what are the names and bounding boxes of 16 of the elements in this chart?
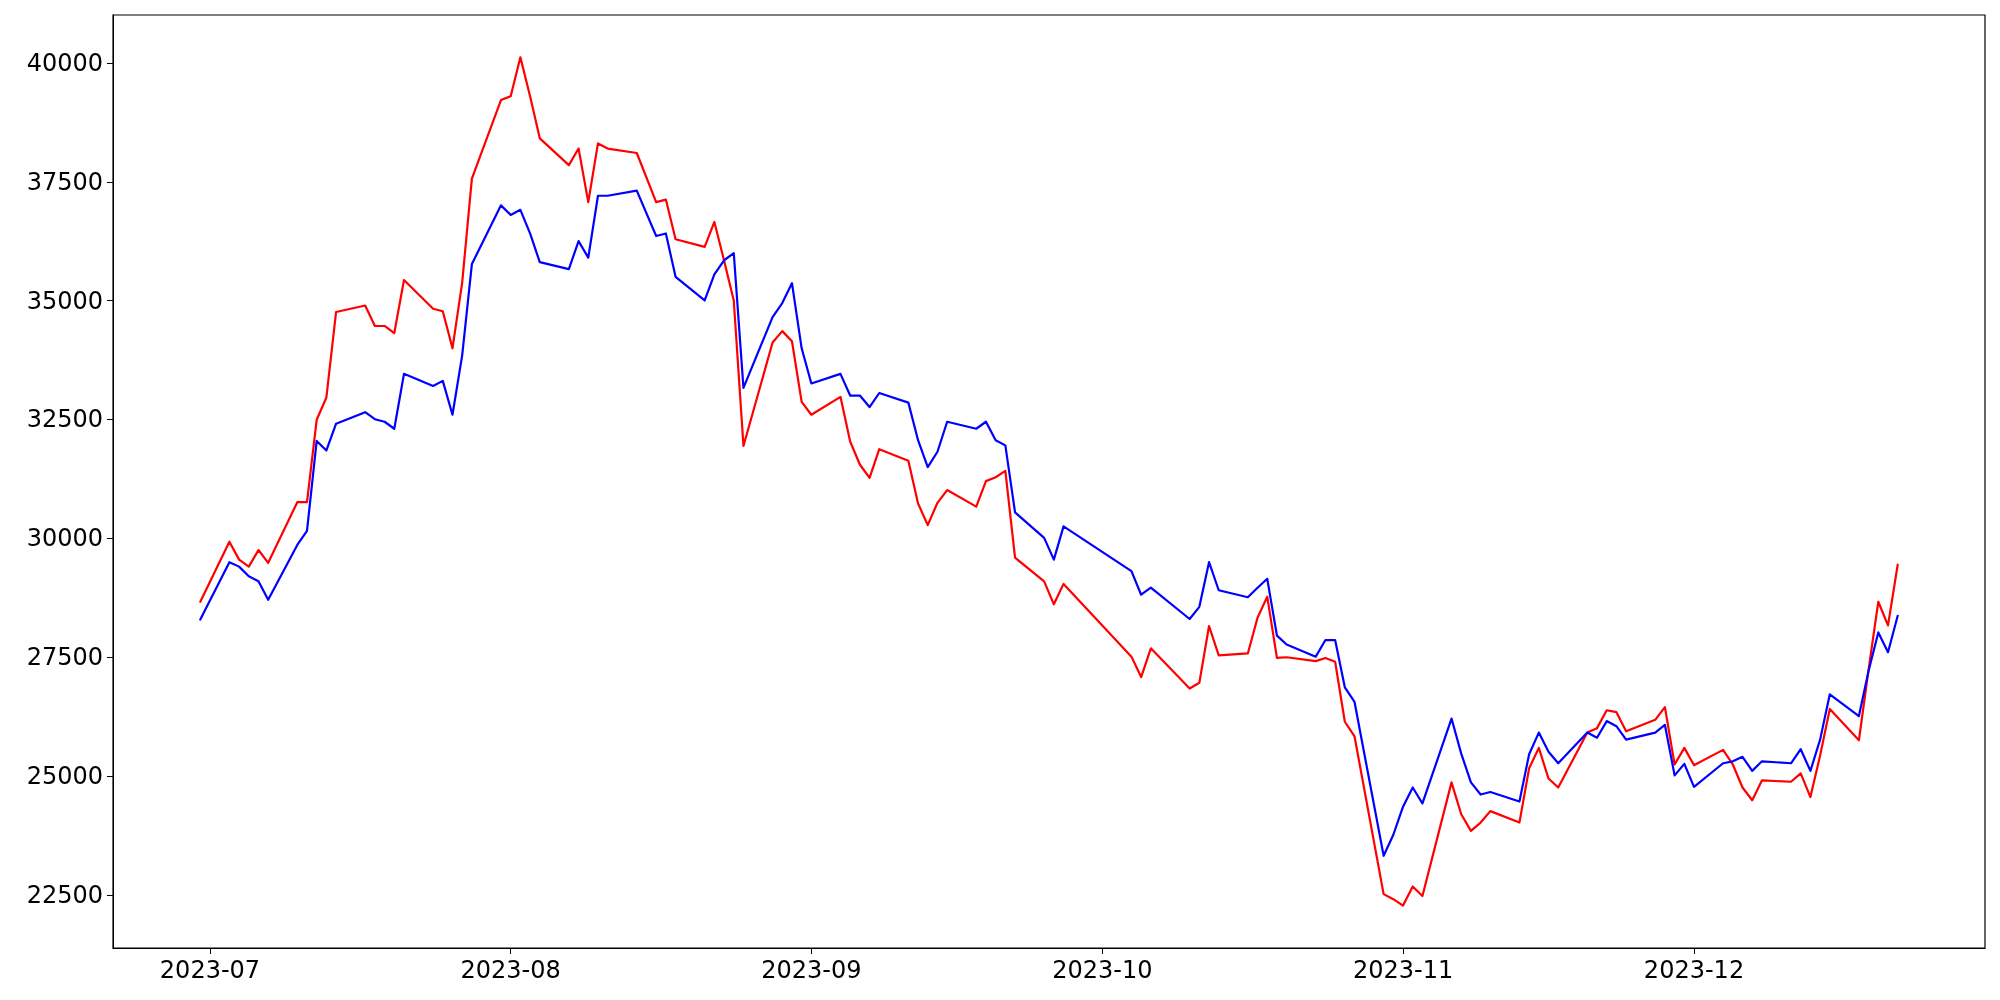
- y-tick-label: 37500: [26, 167, 103, 196]
- y-tick-label: 32500: [26, 405, 103, 434]
- x-tick-label: 2023-11: [1352, 956, 1454, 984]
- x-tick-label: 2023-07: [159, 956, 261, 984]
- y-tick-label: 40000: [26, 49, 103, 77]
- x-tick-label: 2023-08: [460, 956, 561, 984]
- y-tick-label: 27500: [26, 643, 103, 672]
- x-tick-label: 2023-10: [1052, 956, 1153, 984]
- y-tick-label: 35000: [26, 286, 103, 315]
- y-tick-label: 22500: [26, 880, 103, 909]
- x-tick-label: 2023-09: [761, 956, 862, 984]
- y-tick-label: 25000: [26, 761, 103, 790]
- line-series: [199, 56, 1899, 907]
- line-series: [199, 189, 1899, 857]
- y-tick-label: 30000: [26, 524, 103, 553]
- x-tick-label: 2023-12: [1643, 956, 1745, 984]
